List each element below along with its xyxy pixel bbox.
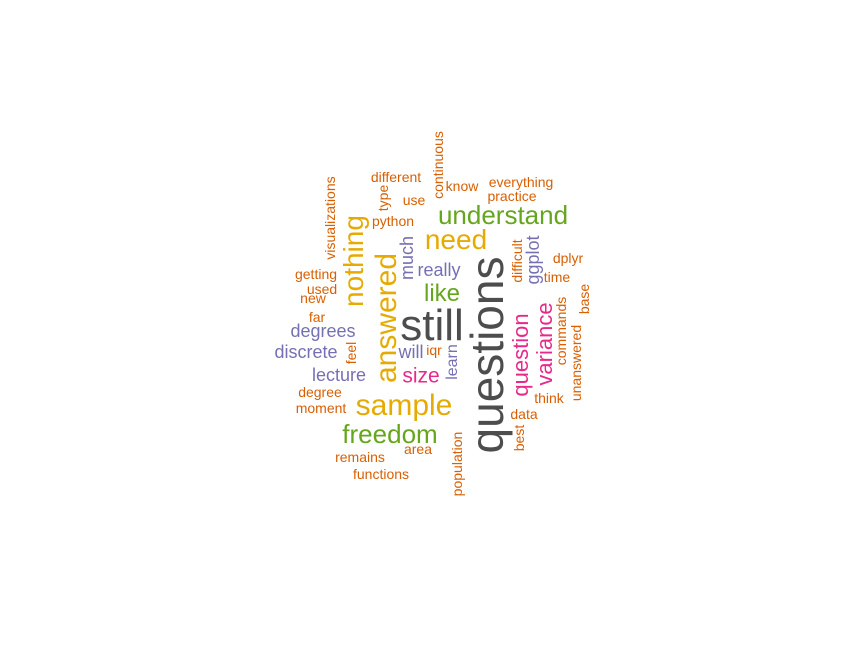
word-unanswered: unanswered: [568, 324, 584, 402]
word-commands: commands: [553, 296, 569, 366]
word-like: like: [423, 280, 461, 307]
word-used: used: [306, 281, 338, 297]
word-best: best: [511, 424, 527, 452]
word-getting: getting: [294, 266, 338, 282]
word-know: know: [445, 178, 479, 194]
word-different: different: [370, 169, 422, 185]
word-python: python: [371, 213, 415, 229]
word-new: new: [300, 290, 326, 306]
word-nothing: nothing: [338, 215, 369, 307]
word-data: data: [510, 406, 538, 422]
word-practice: practice: [487, 188, 537, 204]
word-dplyr: dplyr: [552, 250, 584, 266]
word-population: population: [449, 431, 465, 497]
word-learn: learn: [444, 344, 461, 380]
word-area: area: [403, 441, 433, 457]
word-iqr: iqr: [426, 342, 442, 358]
word-freedom: freedom: [342, 419, 438, 449]
word-sample: sample: [355, 389, 453, 422]
word-degrees: degrees: [290, 321, 356, 341]
word-difficult: difficult: [509, 239, 525, 283]
word-remains: remains: [335, 449, 385, 465]
word-far: far: [308, 309, 326, 325]
word-degree: degree: [298, 384, 342, 400]
word-understand: understand: [437, 200, 569, 230]
word-base: base: [576, 283, 592, 315]
word-time: time: [543, 269, 571, 285]
word-type: type: [375, 184, 391, 212]
word-use: use: [402, 192, 426, 208]
word-lecture: lecture: [311, 365, 367, 385]
word-question: question: [508, 313, 533, 397]
word-continuous: continuous: [430, 131, 446, 199]
word-size: size: [402, 364, 440, 388]
word-moment: moment: [295, 400, 347, 416]
word-everything: everything: [488, 174, 554, 190]
word-ggplot: ggplot: [523, 235, 543, 285]
word-still: still: [400, 301, 464, 350]
word-will: will: [398, 342, 424, 362]
word-really: really: [417, 260, 461, 280]
word-think: think: [534, 390, 564, 406]
word-need: need: [424, 224, 488, 255]
word-much: much: [397, 235, 417, 281]
word-visualizations: visualizations: [322, 176, 338, 260]
word-feel: feel: [343, 341, 359, 365]
word-functions: functions: [352, 466, 410, 482]
word-discrete: discrete: [274, 342, 338, 362]
word-questions: questions: [461, 256, 513, 454]
